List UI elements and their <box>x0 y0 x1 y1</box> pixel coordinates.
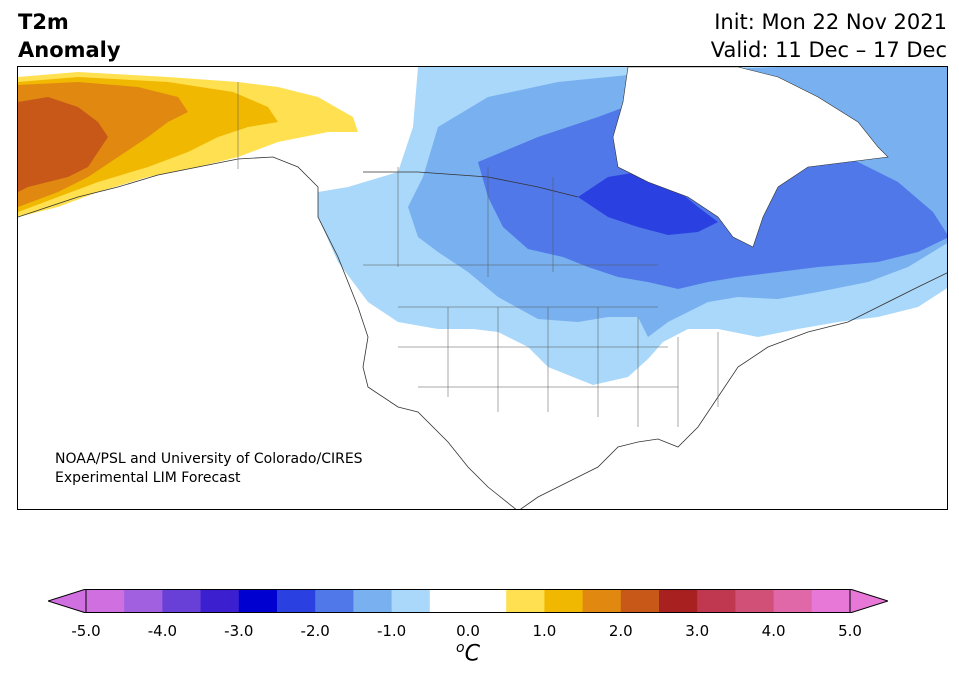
init-date: Init: Mon 22 Nov 2021 <box>714 10 947 34</box>
date-info: Init: Mon 22 Nov 2021 Valid: 11 Dec – 17… <box>711 8 947 64</box>
colorbar-segment <box>773 589 813 613</box>
colorbar-tick-label: 3.0 <box>685 622 710 640</box>
anomaly-map <box>18 67 947 509</box>
anomaly-region-plus2-5 <box>18 97 108 192</box>
unit-letter: C <box>464 641 480 667</box>
colorbar-border <box>85 589 851 613</box>
credit-text: NOAA/PSL and University of Colorado/CIRE… <box>55 450 363 488</box>
colorbar-segment <box>391 589 431 613</box>
colorbar-tick-label: -3.0 <box>224 622 254 640</box>
colorbar-segment <box>162 589 202 613</box>
colorbar-segment <box>506 589 545 613</box>
colorbar-segment <box>238 589 278 613</box>
colorbar-segment <box>429 589 469 613</box>
colorbar-tick-label: -2.0 <box>300 622 330 640</box>
state-province-borders <box>237 82 719 427</box>
colorbar-tick-label: 1.0 <box>532 622 557 640</box>
colorbar-segment <box>200 589 240 613</box>
title-line-2: Anomaly <box>18 38 121 62</box>
colorbar-segment <box>86 589 125 613</box>
colorbar-segment <box>659 589 698 613</box>
colorbar-tick-label: 2.0 <box>608 622 633 640</box>
unit-label: oC <box>456 640 480 666</box>
credit-line-1: NOAA/PSL and University of Colorado/CIRE… <box>55 451 363 467</box>
colorbar-segment <box>353 589 393 613</box>
valid-date: Valid: 11 Dec – 17 Dec <box>710 38 947 62</box>
colorbar <box>48 589 888 613</box>
colorbar-tick-label: -5.0 <box>71 622 101 640</box>
anomaly-region-minus2-5 <box>578 172 718 235</box>
colorbar-segment <box>277 589 316 613</box>
colorbar-segment <box>811 589 851 613</box>
colorbar-segment <box>582 589 622 613</box>
colorbar-segment <box>124 589 163 613</box>
title-line-1: T2m <box>18 10 69 34</box>
map-panel <box>17 66 948 510</box>
credit-line-2: Experimental LIM Forecast <box>55 470 241 486</box>
colorbar-segment <box>697 589 736 613</box>
colorbar-segment <box>544 589 584 613</box>
colorbar-tick-label: 4.0 <box>761 622 786 640</box>
colorbar-tick-label: -4.0 <box>147 622 178 640</box>
greenland-landmass <box>612 67 889 248</box>
colorbar-tick-label: -1.0 <box>376 622 407 640</box>
colorbar-segment <box>735 589 775 613</box>
colorbar-tick-label: 5.0 <box>838 622 862 640</box>
unit-degree: o <box>456 640 465 656</box>
colorbar-segment <box>620 589 660 613</box>
colorbar-under-arrow <box>48 589 87 613</box>
colorbar-over-arrow <box>849 589 888 613</box>
map-title: T2m Anomaly <box>18 8 121 64</box>
colorbar-segment <box>315 589 354 613</box>
colorbar-segment <box>468 589 507 613</box>
colorbar-tick-label: 0.0 <box>456 622 480 640</box>
